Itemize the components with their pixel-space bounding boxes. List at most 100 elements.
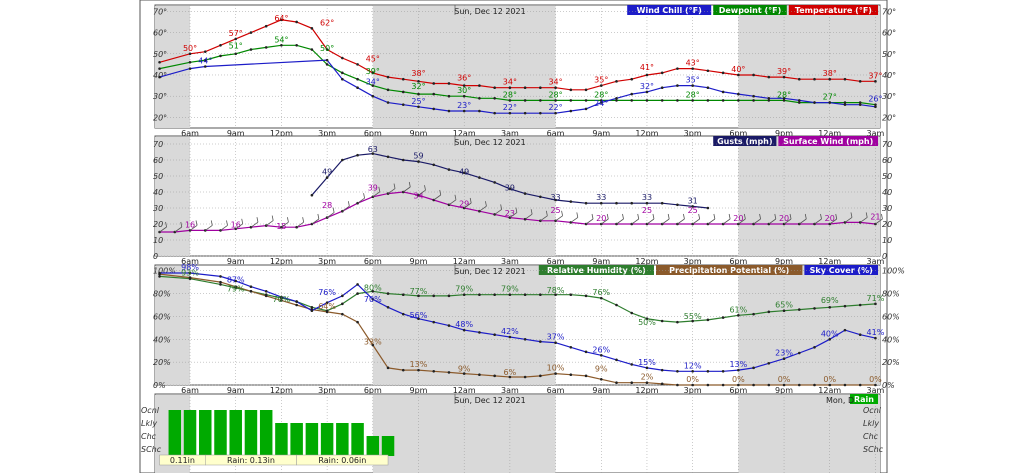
data-point — [523, 293, 527, 297]
data-point — [401, 103, 405, 106]
data-label: 28° — [686, 90, 700, 99]
data-point — [615, 381, 618, 385]
data-point — [249, 48, 253, 51]
wind-barb-feather — [256, 217, 259, 223]
data-point — [234, 52, 238, 56]
rain-bar — [351, 423, 364, 456]
data-point — [295, 300, 298, 303]
rain-bar — [305, 423, 319, 456]
data-label: 23% — [775, 349, 793, 358]
wind-barb — [220, 225, 228, 231]
x-tick-label: 9am — [592, 386, 610, 395]
wind-barb-feather — [530, 209, 533, 215]
data-point — [660, 382, 664, 386]
data-point — [478, 97, 481, 100]
x-tick-label: 9pm — [410, 257, 428, 266]
data-point — [645, 201, 649, 205]
y-tick-label: 40% — [153, 335, 171, 344]
data-point — [432, 163, 436, 167]
data-point — [188, 67, 192, 70]
y-tick-label: Chc — [863, 432, 879, 441]
x-tick-label: 3am — [501, 386, 519, 395]
data-point — [325, 176, 329, 179]
wind-barb-feather — [789, 213, 792, 220]
data-point — [371, 343, 375, 347]
data-point — [676, 84, 679, 87]
data-point — [782, 99, 786, 102]
legend-label: Wind Chill (°F) — [637, 6, 702, 15]
data-point — [584, 99, 588, 102]
x-tick-label: 9pm — [775, 257, 793, 266]
series-line — [159, 59, 876, 114]
y-tick-label: 40% — [882, 335, 900, 344]
data-point — [401, 77, 405, 81]
data-point — [493, 293, 496, 297]
data-point — [584, 294, 588, 298]
data-point — [280, 299, 283, 302]
data-label: 23 — [505, 209, 515, 218]
x-tick-label: 6am — [181, 257, 199, 266]
data-point — [554, 341, 557, 345]
data-label: 40° — [731, 65, 745, 74]
wind-barb — [677, 218, 685, 225]
data-point — [691, 99, 694, 102]
wind-barb — [829, 218, 837, 225]
wind-barb — [555, 215, 563, 222]
data-point — [599, 99, 603, 102]
date-label: Sun, Dec 12 2021 — [454, 267, 525, 276]
x-tick-label: 12am — [818, 386, 841, 395]
y-tick-label: 20 — [153, 220, 163, 229]
data-point — [432, 369, 436, 373]
data-label: 79% — [455, 285, 473, 294]
date-label: Sun, Dec 12 2021 — [454, 396, 525, 405]
wind-barb-feather — [683, 213, 685, 220]
data-point — [645, 99, 649, 102]
date-label: Sun, Dec 12 2021 — [454, 7, 525, 16]
data-point — [219, 43, 222, 47]
rain-total-label: Rain: 0.13in — [227, 456, 275, 465]
x-tick-label: 9am — [227, 129, 245, 138]
wind-barb — [265, 220, 274, 226]
data-point — [401, 158, 405, 162]
data-point — [325, 301, 329, 305]
data-point — [767, 99, 771, 102]
data-label: 64% — [318, 302, 336, 311]
data-point — [721, 316, 725, 319]
y-tick-label: 20% — [153, 358, 171, 367]
y-tick-label: 60% — [882, 312, 900, 321]
data-point — [264, 46, 268, 49]
y-tick-label: 40° — [153, 71, 167, 80]
wind-barb — [540, 215, 548, 222]
data-point — [584, 201, 588, 205]
data-point — [828, 305, 832, 309]
data-point — [539, 111, 542, 115]
data-label: 22° — [503, 103, 517, 112]
data-label: 77% — [410, 287, 428, 296]
wind-barb — [342, 205, 350, 212]
data-point — [493, 374, 496, 378]
data-point — [386, 88, 390, 92]
data-point — [295, 20, 298, 24]
y-tick-label: Ocnl — [141, 406, 160, 415]
wind-barb — [738, 218, 746, 225]
wind-barb — [722, 218, 731, 225]
data-label: 43° — [686, 59, 700, 68]
data-point — [752, 383, 755, 387]
x-tick-label: 6pm — [364, 386, 382, 395]
data-point — [478, 176, 481, 179]
data-label: 41° — [640, 63, 654, 72]
data-point — [219, 283, 222, 286]
data-point — [371, 71, 375, 75]
data-point — [782, 97, 786, 100]
data-label: 76% — [318, 288, 336, 297]
data-point — [356, 86, 359, 90]
data-point — [797, 99, 801, 102]
data-point — [797, 351, 801, 355]
x-tick-label: 12pm — [270, 129, 293, 138]
data-point — [401, 312, 405, 316]
x-tick-label: 12am — [453, 257, 476, 266]
data-point — [310, 193, 314, 197]
data-point — [782, 309, 786, 313]
wind-barb-feather — [408, 181, 411, 188]
rain-total-label: Rain: 0.06in — [318, 456, 366, 465]
